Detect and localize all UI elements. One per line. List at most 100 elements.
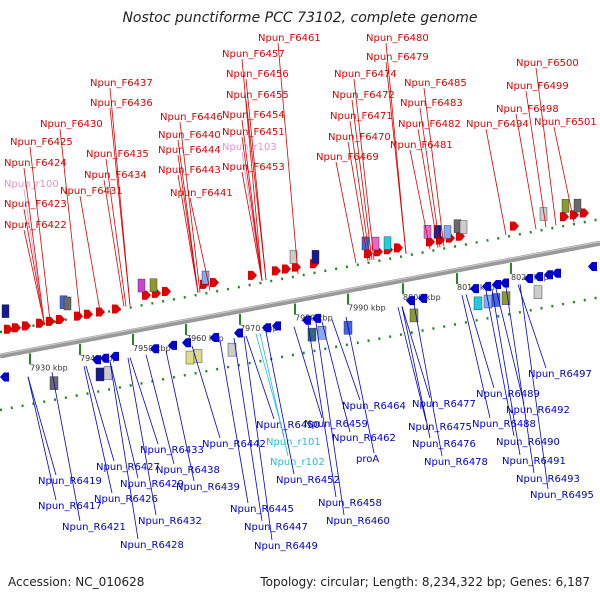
tick-label: 7970 kbp [240,324,278,333]
leader-line [109,87,131,306]
reverse-gene-arrow [272,321,281,331]
leader-line [243,336,273,541]
gene-label: Npun_F6443 [158,165,221,176]
gene-label: Npun_R6497 [528,369,592,380]
leader-line [59,128,81,316]
forward-gene-arrow [96,307,105,317]
leader-line [385,42,407,254]
leader-line [417,128,439,248]
leader-line [397,307,427,422]
forward-gene-arrow [36,318,45,328]
feature-box [1,304,10,318]
leader-line [241,58,263,281]
gene-label: Npun_R6447 [244,522,308,533]
forward-gene-arrow [162,287,171,297]
gene-label: Npun_F6435 [86,149,149,160]
gene-label: Npun_R6460 [326,516,390,527]
gene-label: Npun_R6491 [502,456,566,467]
leader-line [353,78,375,260]
leader-line [85,365,115,462]
gene-label: Npun_R6427 [96,462,160,473]
gene-label: Npun_R6449 [254,541,318,552]
gene-label: Npun_R6464 [342,401,406,412]
gene-label: Npun_R6438 [156,465,220,476]
gene-label: Npun_R6421 [62,522,126,533]
forward-gene-arrow [46,316,55,326]
gene-label: Npun_F6479 [366,52,429,63]
gene-label: proA [356,454,379,465]
forward-gene-arrow [292,262,301,272]
leader-line [331,319,361,401]
leader-line [109,361,139,479]
reverse-gene-arrow [406,296,415,306]
feature-box [533,285,543,299]
gene-label: Npun_F6436 [90,98,153,109]
gene-label: Npun_F6455 [226,90,289,101]
feature-box [539,207,548,221]
reverse-gene-arrow [262,323,271,333]
leader-line [27,376,57,476]
gene-label: Npun_F6440 [158,130,221,141]
forward-gene-arrow [510,221,519,231]
leader-line [177,174,199,293]
leader-line [495,288,525,405]
reverse-gene-arrow [524,273,533,283]
gene-label: Npun_F6461 [258,33,321,44]
gene-label: Npun_R6459 [304,419,368,430]
leader-line [265,331,295,475]
forward-gene-arrow [12,323,21,333]
gene-label: Npun_R6419 [38,476,102,487]
gene-label: Npun_F6481 [390,140,453,151]
leader-line [349,120,371,261]
gene-label: Npun_r101 [266,437,321,448]
feature-box [491,293,501,307]
feature-box [185,350,195,365]
leader-line [219,340,249,504]
reverse-gene-arrow [182,338,191,348]
feature-box [307,327,317,342]
feature-box [317,326,327,340]
leader-line [191,345,221,439]
gene-label: Npun_F6434 [84,170,147,181]
gene-label: Npun_F6425 [10,137,73,148]
leader-line [345,316,375,454]
reverse-gene-arrow [302,315,311,325]
leader-line [307,324,337,498]
gene-label: Npun_R6432 [138,516,202,527]
feature-box [573,198,582,213]
gene-label: Npun_R6428 [120,540,184,551]
leader-line [189,197,211,291]
gene-label: Npun_R6476 [412,439,476,450]
genome-title: Nostoc punctiforme PCC 73102, complete g… [122,10,478,26]
reverse-gene-arrow [544,270,553,280]
forward-gene-arrow [210,278,219,288]
leader-line [233,337,263,522]
gene-label: Npun_R6462 [332,433,396,444]
leader-line [423,87,445,247]
reverse-gene-arrow [312,313,321,323]
leader-line [23,188,45,322]
reverse-gene-arrow [500,278,509,288]
gene-label: Npun_F6480 [366,33,429,44]
gene-label: Npun_R6495 [530,490,594,501]
leader-line [245,78,267,281]
gene-label: Npun_R6442 [202,439,266,450]
gene-label: Npun_F6437 [90,78,153,89]
gene-label: Npun_R6452 [276,475,340,486]
leader-line [315,322,345,516]
leader-line [413,304,443,457]
backbone-highlight [0,241,600,355]
forward-gene-arrow [112,304,121,314]
forward-gene-arrow [4,324,13,334]
leader-line [485,290,515,437]
leader-line [419,107,441,248]
tick-label: 7990 kbp [348,304,386,313]
gene-label: Npun_F6441 [170,188,233,199]
reverse-gene-arrow [100,353,109,363]
reverse-gene-arrow [534,272,543,282]
forward-gene-arrow [426,237,435,247]
reverse-gene-arrow [588,261,597,271]
gene-label: Npun_R6450 [256,420,320,431]
feature-box [311,250,320,264]
gene-label: Npun_F6472 [332,90,395,101]
